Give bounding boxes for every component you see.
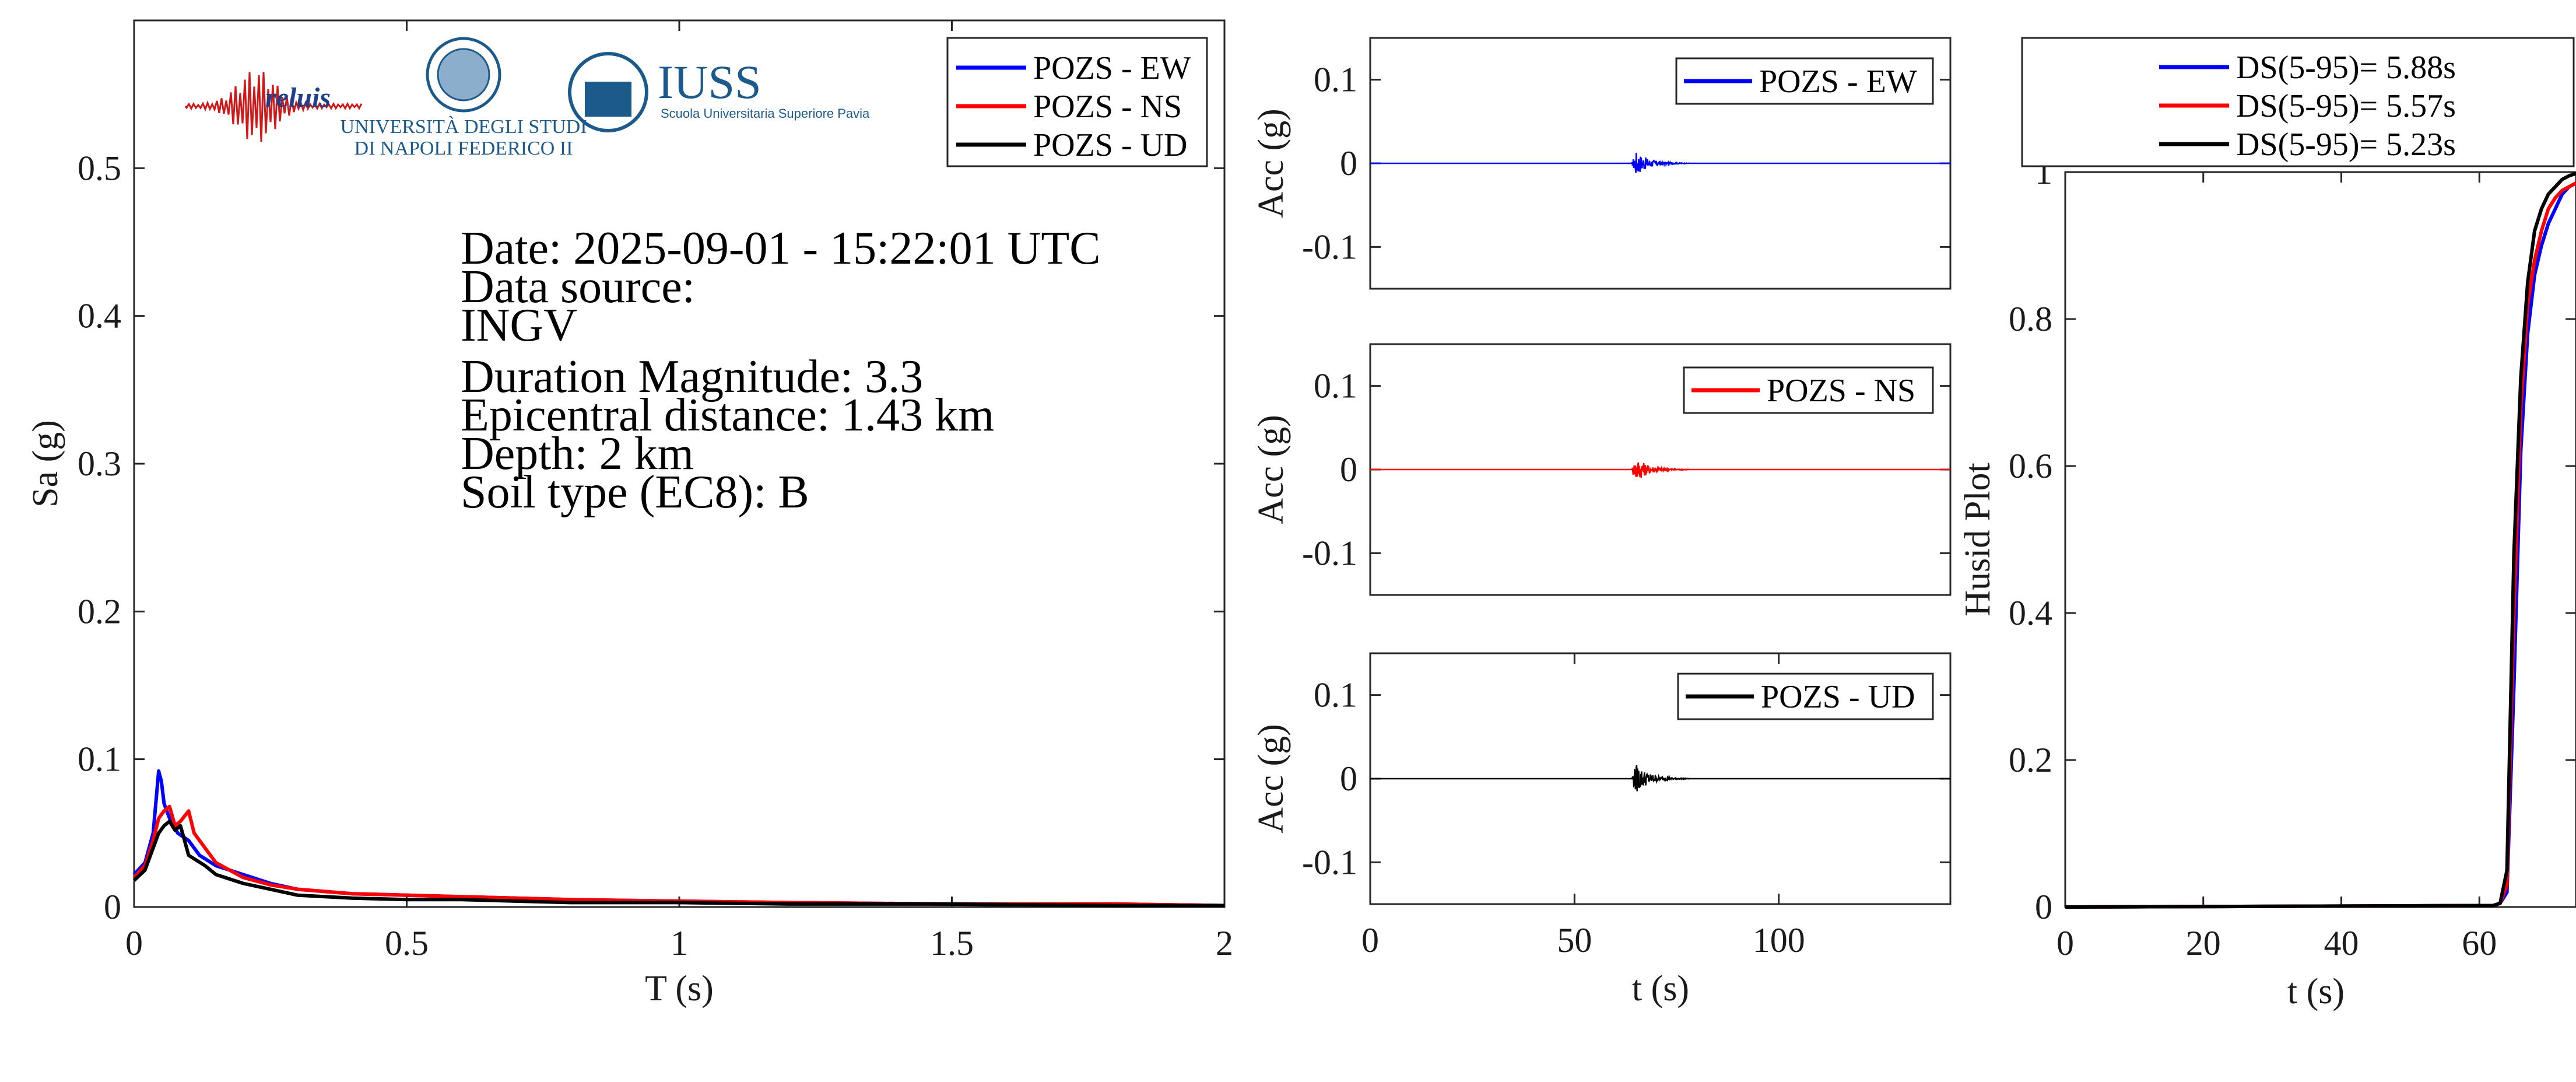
event-date: Date: 2025-09-01 - 15:22:01 UTC xyxy=(461,223,1101,274)
iuss-logo: IUSS Scuola Universitaria Superiore Pavi… xyxy=(568,52,870,132)
depth: Depth: 2 km xyxy=(461,428,694,479)
spectrum-ytick-label: 0.1 xyxy=(78,740,121,779)
spectrum-ylabel: Sa (g) xyxy=(26,420,65,507)
husid-xtick-label: 0 xyxy=(2056,924,2074,962)
unina-logo-line1: UNIVERSITÀ DEGLI STUDI xyxy=(340,116,587,138)
spectrum-legend: POZS - EW POZS - NS POZS - UD xyxy=(946,37,1208,167)
acc-ud-ytick-label: -0.1 xyxy=(1302,843,1357,881)
husid-line-ud xyxy=(2065,171,2576,909)
husid-ytick-label: 0.6 xyxy=(2009,447,2052,485)
acc-ns-legend-label: POZS - NS xyxy=(1767,373,1915,409)
husid-axes-box xyxy=(2064,171,2576,908)
legend-label-ud: POZS - UD xyxy=(1033,127,1187,163)
acc-ew-ytick-label: 0 xyxy=(1340,144,1357,183)
acc-ud-xtick-label: 100 xyxy=(1753,921,1805,960)
acc-ns-ytick-label: 0.1 xyxy=(1314,367,1357,405)
husid-ylabel: Husid Plot xyxy=(1958,463,1998,617)
spectrum-axes-box xyxy=(133,19,1226,908)
acc-ud-legend: POZS - UD xyxy=(1677,673,1934,720)
spectrum-ytick-label: 0.3 xyxy=(78,444,121,483)
spectrum-xtick-label: 2 xyxy=(1216,924,1233,962)
acc-ew-ylabel: Acc (g) xyxy=(1251,108,1291,218)
reluis-logo-text: reluis xyxy=(265,82,331,113)
husid-ytick-label: 0.8 xyxy=(2009,300,2052,338)
acc-ns-legend: POZS - NS xyxy=(1683,366,1934,414)
acc-ew-ytick-label: 0.1 xyxy=(1314,61,1357,99)
spectrum-xtick-label: 1 xyxy=(671,924,688,962)
unina-logo: UNIVERSITÀ DEGLI STUDI DI NAPOLI FEDERIC… xyxy=(340,37,587,159)
iuss-logo-text: IUSS xyxy=(658,55,761,108)
spectrum-xtick-label: 0.5 xyxy=(385,924,429,962)
acc-trace-ns xyxy=(1370,462,1950,478)
husid-panel: 00.20.40.60.810 20 40 60 t (s) Husid Plot D… xyxy=(1958,37,2576,1011)
acc-trace-ew xyxy=(1370,152,1950,173)
data-source: INGV xyxy=(461,300,577,351)
iuss-emblem-building xyxy=(585,82,631,117)
duration-magnitude: Duration Magnitude: 3.3 xyxy=(461,351,923,402)
acc-ew-ytick-label: -0.1 xyxy=(1302,227,1357,266)
acc-xlabel: t (s) xyxy=(1632,969,1689,1009)
acc-ns-ytick-label: -0.1 xyxy=(1302,534,1357,572)
husid-ytick-label: 0.2 xyxy=(2009,741,2052,779)
husid-legend: DS(5-95)= 5.88s DS(5-95)= 5.57s DS(5-95)… xyxy=(2021,37,2575,167)
acc-ew-legend-label: POZS - EW xyxy=(1759,64,1917,100)
husid-legend-box xyxy=(2021,37,2575,167)
unina-logo-line2: DI NAPOLI FEDERICO II xyxy=(355,138,573,159)
iuss-logo-subtitle: Scuola Universitaria Superiore Pavia xyxy=(661,106,870,121)
husid-ytick-label: 0.4 xyxy=(2009,594,2052,632)
unina-seal-inner xyxy=(437,48,490,101)
husid-xtick-label: 20 xyxy=(2186,924,2221,962)
husid-legend-label-ud: DS(5-95)= 5.23s xyxy=(2236,127,2456,163)
acc-ns-ylabel: Acc (g) xyxy=(1251,415,1291,524)
acc-ud-panel: 0.1 0 -0.1 0 50 100 Acc (g) t (s) POZS - UD xyxy=(1251,652,1952,1009)
spectrum-xlabel: T (s) xyxy=(645,969,714,1009)
event-info: Date: 2025-09-01 - 15:22:01 UTC Data sou… xyxy=(461,223,1101,518)
acc-trace-ud xyxy=(1370,765,1950,792)
soil-type: Soil type (EC8): B xyxy=(461,467,809,518)
acc-ud-ytick-label: 0 xyxy=(1340,759,1357,798)
spectrum-ytick-label: 0 xyxy=(104,888,121,926)
acc-ns-ytick-label: 0 xyxy=(1340,450,1357,489)
spectrum-xtick-label: 1.5 xyxy=(930,924,974,962)
spectrum-ytick-label: 0.5 xyxy=(78,149,121,187)
husid-xtick-label: 60 xyxy=(2462,924,2497,962)
acc-ud-xtick-label: 50 xyxy=(1557,921,1592,960)
legend-label-ew: POZS - EW xyxy=(1033,50,1191,86)
unina-seal-icon xyxy=(426,37,501,113)
reluis-seismogram-icon xyxy=(184,72,363,142)
husid-legend-label-ew: DS(5-95)= 5.88s xyxy=(2236,50,2456,86)
acc-ud-xtick-label: 0 xyxy=(1361,921,1379,960)
reluis-logo: reluis xyxy=(184,72,363,142)
epicentral-distance: Epicentral distance: 1.43 km xyxy=(461,390,994,441)
acc-ns-panel: 0.1 0 -0.1 Acc (g) POZS - NS xyxy=(1251,343,1952,596)
acc-ew-panel: 0.1 0 -0.1 Acc (g) POZS - EW xyxy=(1251,37,1952,290)
acc-ew-legend: POZS - EW xyxy=(1675,57,1934,105)
husid-xtick-label: 40 xyxy=(2324,924,2359,962)
spectrum-xtick-label: 0 xyxy=(125,924,143,962)
spectrum-panel: 0 0.1 0.2 0.3 0.4 0.5 0 0.5 1 1.5 2 T (s) Sa (g) r… xyxy=(26,19,1233,1009)
spectrum-ytick-label: 0.2 xyxy=(78,592,121,631)
iuss-emblem-icon xyxy=(568,52,648,132)
acc-ud-ytick-label: 0.1 xyxy=(1314,676,1357,715)
data-source-label: Data source: xyxy=(461,261,695,313)
husid-legend-label-ns: DS(5-95)= 5.57s xyxy=(2236,88,2456,124)
legend-label-ns: POZS - NS xyxy=(1033,89,1182,125)
acc-ud-ylabel: Acc (g) xyxy=(1251,724,1291,834)
husid-xlabel: t (s) xyxy=(2287,972,2345,1011)
spectrum-ytick-label: 0.4 xyxy=(78,297,121,335)
husid-ytick-label: 0 xyxy=(2035,888,2052,926)
acc-ud-legend-label: POZS - UD xyxy=(1761,679,1915,715)
spectrum-line-ud xyxy=(132,820,1224,908)
